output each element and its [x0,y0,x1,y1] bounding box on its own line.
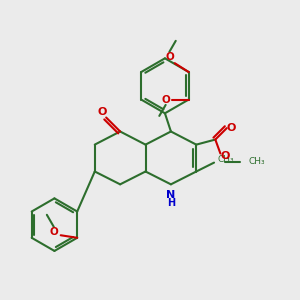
Text: O: O [165,52,174,62]
Text: O: O [50,227,58,237]
Text: H: H [167,198,175,208]
Text: O: O [220,152,230,161]
Text: N: N [166,190,176,200]
Text: O: O [226,123,236,133]
Text: CH₃: CH₃ [248,158,265,166]
Text: CH₃: CH₃ [217,155,234,164]
Text: O: O [97,107,106,117]
Text: O: O [161,94,170,104]
